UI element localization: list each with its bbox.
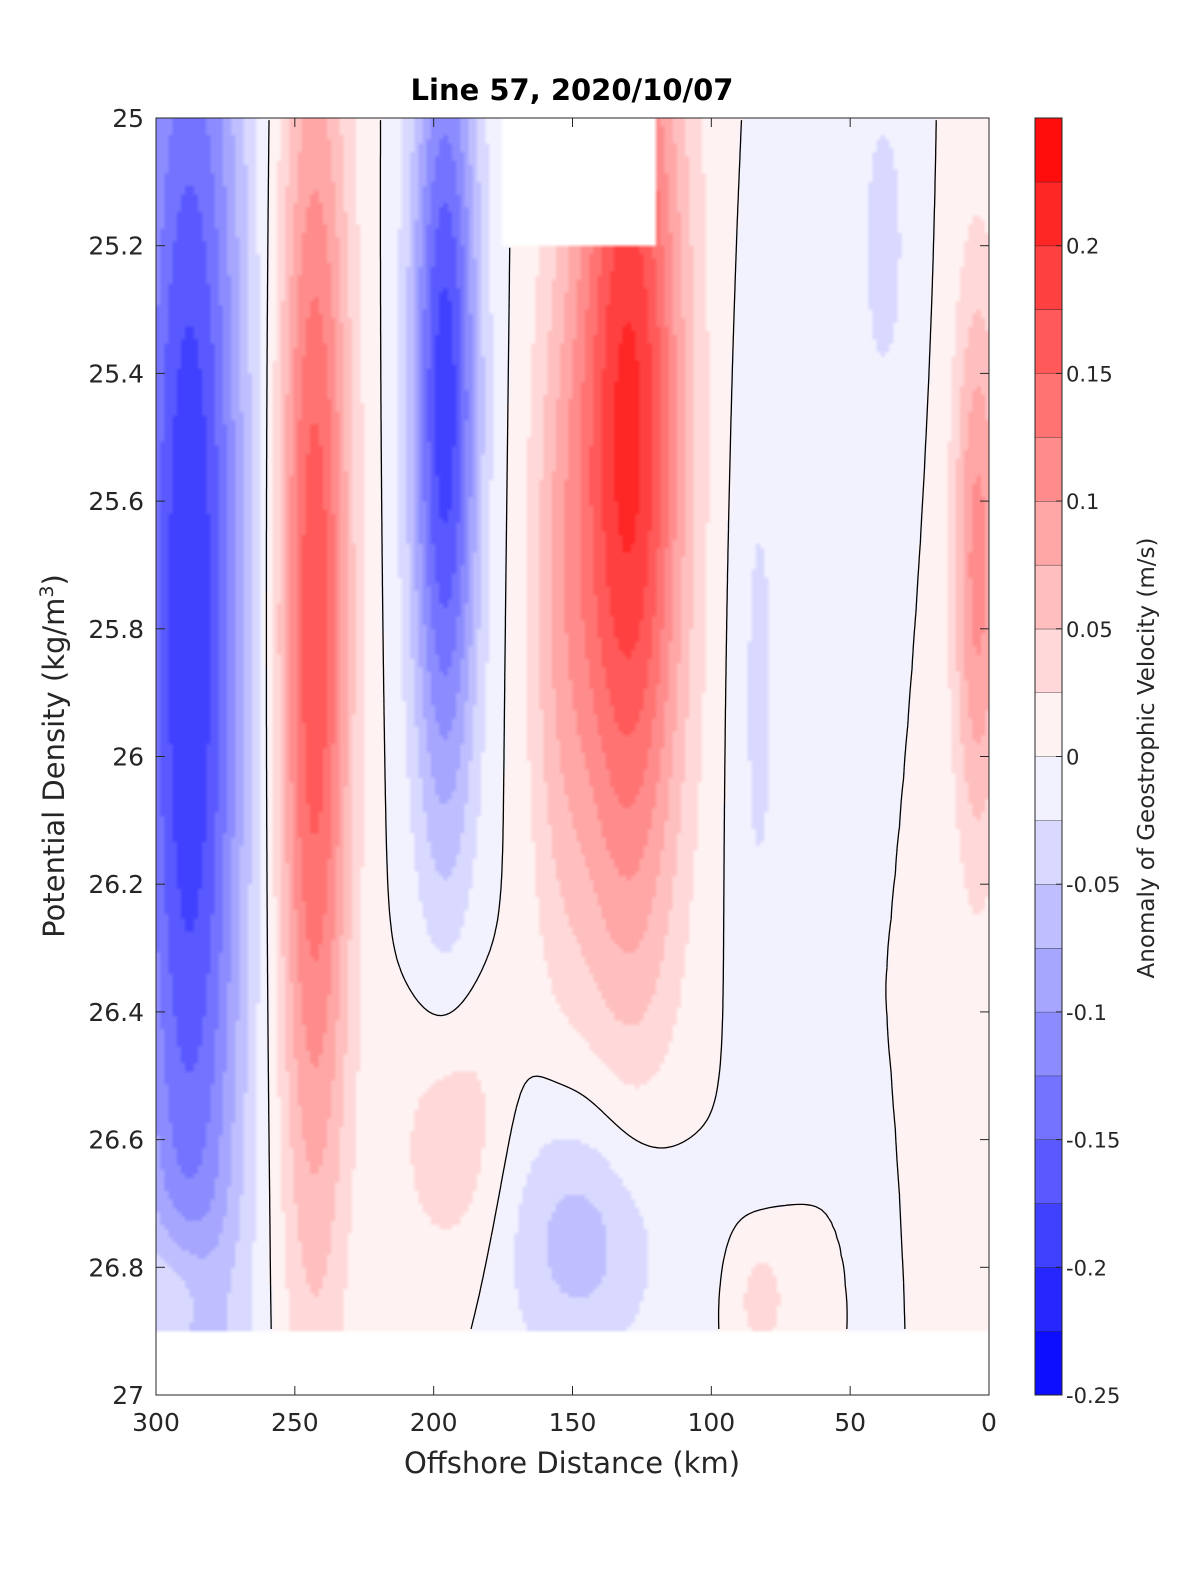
x-tick-label: 250 — [271, 1408, 319, 1437]
colorbar-tick-label: -0.2 — [1066, 1256, 1107, 1280]
y-tick-label: 26.2 — [88, 870, 144, 899]
colorbar-swatches — [1035, 117, 1062, 1395]
plot-area: 300 250 200 150 100 50 0 2525.225.425.625.8262… — [88, 104, 997, 1437]
colorbar-swatch — [1035, 1139, 1062, 1204]
colorbar-swatch — [1035, 628, 1062, 693]
colorbar-swatch — [1035, 884, 1062, 949]
x-axis-label: Offshore Distance (km) — [404, 1446, 740, 1480]
x-tick-label: 300 — [132, 1408, 180, 1437]
colorbar-swatch — [1035, 1011, 1062, 1076]
y-tick-label: 25.6 — [88, 487, 144, 516]
colorbar-swatch — [1035, 756, 1062, 821]
colorbar-swatch — [1035, 309, 1062, 374]
colorbar-tick-label: 0 — [1066, 746, 1079, 770]
colorbar-swatch — [1035, 1267, 1062, 1332]
heatmap-field — [156, 118, 989, 1395]
colorbar-swatch — [1035, 181, 1062, 246]
colorbar-tick-label: 0.1 — [1066, 490, 1099, 514]
colorbar-swatch — [1035, 1075, 1062, 1140]
colorbar-tick-label: -0.15 — [1066, 1129, 1120, 1153]
y-tick-label: 25 — [112, 104, 144, 133]
colorbar-ticks: -0.25 -0.2 -0.15 -0.1 -0.05 0 0.05 0.1 0.15 0.2 — [1056, 235, 1120, 1408]
x-tick-label: 150 — [549, 1408, 597, 1437]
y-tick-label: 25.2 — [88, 232, 144, 261]
colorbar-label: Anomaly of Geostrophic Velocity (m/s) — [1134, 538, 1160, 979]
zero-contour-line — [265, 120, 937, 1330]
y-axis-label: Potential Density (kg/m3) — [36, 574, 71, 938]
colorbar-swatch — [1035, 437, 1062, 502]
x-tick-label: 0 — [981, 1408, 997, 1437]
y-tick-label: 25.4 — [88, 359, 144, 388]
colorbar-tick-label: -0.25 — [1066, 1384, 1120, 1408]
colorbar-swatch — [1035, 948, 1062, 1012]
colorbar-swatch — [1035, 692, 1062, 757]
y-tick-label: 26 — [112, 743, 144, 772]
colorbar-tick-label: 0.2 — [1066, 235, 1099, 259]
y-tick-label: 26.6 — [88, 1126, 144, 1155]
y-tick-label: 25.8 — [88, 615, 144, 644]
y-axis-label-superscript: 3 — [36, 585, 58, 597]
colorbar-swatch — [1035, 501, 1062, 565]
colorbar-swatch — [1035, 1203, 1062, 1268]
zero-contours — [265, 120, 937, 1330]
colorbar-tick-label: -0.1 — [1066, 1001, 1107, 1025]
x-tick-label: 100 — [687, 1408, 735, 1437]
colorbar-swatch — [1035, 373, 1062, 438]
y-tick-label: 26.4 — [88, 998, 144, 1027]
colorbar-tick-label: -0.05 — [1066, 873, 1120, 897]
colorbar-swatch — [1035, 820, 1062, 885]
y-axis: 25 25.2 25.4 25.6 25.8 26 26.2 26.4 26.6 26.8 27 — [88, 104, 989, 1410]
colorbar: -0.25 -0.2 -0.15 -0.1 -0.05 0 0.05 0.1 0.15 0.2 — [1034, 117, 1120, 1408]
x-axis: 300 250 200 150 100 50 0 — [132, 118, 997, 1437]
y-tick-label: 26.8 — [88, 1253, 144, 1282]
y-tick-label: 27 — [112, 1381, 144, 1410]
colorbar-tick-label: 0.05 — [1066, 618, 1113, 642]
colorbar-swatch — [1035, 245, 1062, 310]
colorbar-swatch — [1035, 118, 1062, 182]
colorbar-swatch — [1035, 564, 1062, 629]
y-axis-label-main: Potential Density (kg/m — [37, 598, 71, 938]
y-axis-label-end: ) — [37, 574, 71, 585]
chart-title: Line 57, 2020/10/07 — [411, 73, 734, 107]
colorbar-swatch — [1035, 1331, 1062, 1395]
colorbar-tick-label: 0.15 — [1066, 362, 1113, 386]
x-tick-label: 200 — [410, 1408, 458, 1437]
x-tick-label: 50 — [834, 1408, 866, 1437]
